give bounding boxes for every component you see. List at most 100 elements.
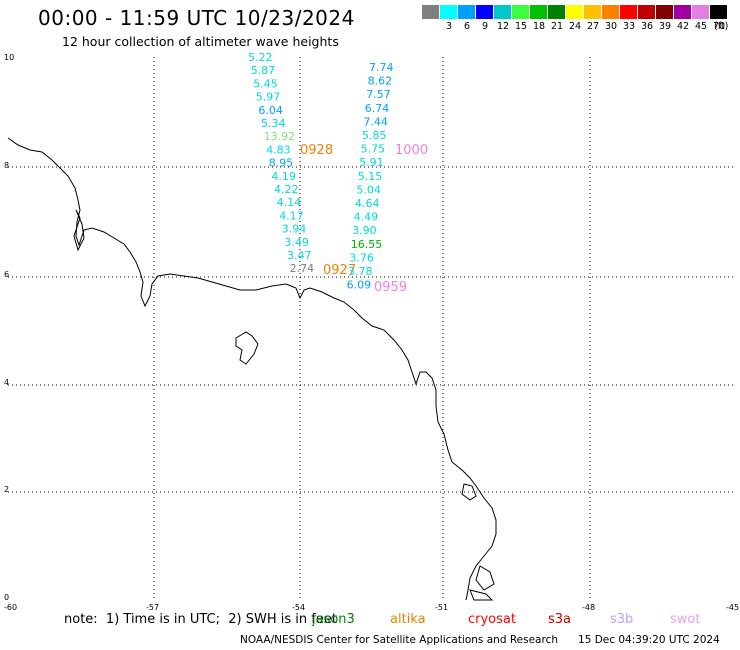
scale-swatch <box>530 5 547 19</box>
scale-swatch <box>656 5 673 19</box>
wave-height-color-scale: (ft) 3 6 9 12 15 18 21 24 27 30 33 36 39 42 45 70 <box>422 5 728 35</box>
x-tick-label: -54 <box>292 603 305 612</box>
scale-swatch <box>548 5 565 19</box>
wave-height-value: 5.04 <box>356 183 381 196</box>
pass-time-label: 0959 <box>374 280 407 295</box>
y-tick-label: 6 <box>4 270 9 279</box>
scale-swatch <box>584 5 601 19</box>
wave-height-value: 3.47 <box>287 249 312 262</box>
scale-swatch-label: 9 <box>481 21 489 32</box>
wave-height-value: 2.74 <box>290 262 315 275</box>
scale-swatch-label: 30 <box>604 21 618 32</box>
wave-height-value: 6.04 <box>258 104 283 117</box>
scale-swatch <box>602 5 619 19</box>
scale-swatch-label: 45 <box>694 21 708 32</box>
wave-height-track-east: 7.748.627.576.747.445.855.755.915.155.04… <box>347 61 394 292</box>
wave-height-value: 8.95 <box>269 157 294 170</box>
wave-height-value: 5.87 <box>251 64 276 77</box>
y-tick-label: 2 <box>4 485 9 494</box>
wave-height-value: 16.55 <box>351 238 383 251</box>
wave-height-value: 5.22 <box>248 51 273 64</box>
scale-swatch-label: 36 <box>640 21 654 32</box>
wave-height-value: 5.45 <box>253 77 278 90</box>
x-tick-label: -51 <box>435 603 448 612</box>
scale-swatch <box>620 5 637 19</box>
wave-height-value: 8.62 <box>368 75 393 88</box>
scale-swatch-label: 24 <box>568 21 582 32</box>
legend-satellite: jason3 <box>312 612 355 627</box>
latitude-ticks: 0 2 4 6 8 10 <box>4 53 14 602</box>
wave-height-value: 4.83 <box>266 143 291 156</box>
wave-height-value: 6.74 <box>365 102 390 115</box>
wave-height-value: 7.44 <box>363 115 388 128</box>
scale-swatch-label: 3 <box>445 21 453 32</box>
scale-swatch <box>458 5 475 19</box>
scale-swatch <box>440 5 457 19</box>
legend-satellite: altika <box>390 612 426 627</box>
wave-height-track-west: 5.225.875.455.976.045.3413.924.838.954.1… <box>248 51 314 275</box>
wave-height-value: 5.15 <box>358 170 383 183</box>
wave-height-value: 3.90 <box>352 224 377 237</box>
scale-swatch <box>512 5 529 19</box>
y-tick-label: 4 <box>4 378 9 387</box>
scale-swatch <box>674 5 691 19</box>
scale-swatch <box>476 5 493 19</box>
map-subtitle: 12 hour collection of altimeter wave hei… <box>62 34 339 49</box>
legend-satellite: s3b <box>610 612 634 627</box>
scale-unit-label: (ft) <box>714 21 729 32</box>
wave-height-value: 3.49 <box>284 236 309 249</box>
y-tick-label: 0 <box>4 593 9 602</box>
x-tick-label: -60 <box>4 603 17 612</box>
scale-swatch-label: 12 <box>496 21 510 32</box>
scale-swatch-label: 18 <box>532 21 546 32</box>
scale-swatch-label: 70 <box>712 21 726 32</box>
longitude-ticks: -60 -57 -54 -51 -48 -45 <box>4 603 739 612</box>
coastline-delta <box>461 483 495 601</box>
x-tick-label: -48 <box>582 603 595 612</box>
scale-swatch-label: 21 <box>550 21 564 32</box>
pass-time-label: 0927 <box>323 263 356 278</box>
x-tick-label: -45 <box>726 603 739 612</box>
wave-height-value: 6.09 <box>347 279 372 292</box>
scale-swatch <box>422 5 439 19</box>
wave-height-value: 7.74 <box>369 61 394 74</box>
y-tick-label: 8 <box>4 161 9 170</box>
legend-satellite: cryosat <box>468 612 516 627</box>
wave-height-value: 5.34 <box>261 117 286 130</box>
scale-swatch <box>638 5 655 19</box>
wave-height-value: 5.91 <box>359 156 384 169</box>
wave-height-value: 3.94 <box>282 223 307 236</box>
wave-height-value: 4.49 <box>354 211 379 224</box>
wave-height-value: 4.64 <box>355 197 380 210</box>
scale-swatch <box>692 5 709 19</box>
scale-swatch <box>566 5 583 19</box>
y-tick-label: 10 <box>4 53 14 62</box>
wave-height-value: 5.85 <box>362 129 387 142</box>
wave-height-value: 5.97 <box>256 91 280 104</box>
footer-note: note: 1) Time is in UTC; 2) SWH is in fe… <box>64 612 337 627</box>
scale-swatch <box>710 5 727 19</box>
legend-satellite: s3a <box>548 612 572 627</box>
scale-swatch-label: 39 <box>658 21 672 32</box>
wave-height-value: 3.76 <box>349 251 374 264</box>
legend-satellite: swot <box>670 612 701 627</box>
scale-swatch-label: 42 <box>676 21 690 32</box>
credit-line: NOAA/NESDIS Center for Satellite Applica… <box>240 634 720 646</box>
pass-time-label: 1000 <box>395 143 428 158</box>
wave-height-value: 7.57 <box>366 88 391 101</box>
wave-height-value: 4.22 <box>274 183 299 196</box>
wave-height-value: 4.19 <box>271 170 296 183</box>
lat-lon-grid <box>8 57 736 600</box>
wave-height-value: 4.14 <box>277 196 302 209</box>
scale-swatch-label: 33 <box>622 21 636 32</box>
wave-height-value: 3.78 <box>348 265 373 278</box>
scale-swatch-label: 27 <box>586 21 600 32</box>
wave-height-value: 4.17 <box>279 209 304 222</box>
coastline <box>7 137 497 601</box>
island <box>235 331 259 365</box>
pass-time-label: 0928 <box>300 143 333 158</box>
wave-height-value: 5.75 <box>361 143 386 156</box>
map-title: 00:00 - 11:59 UTC 10/23/2024 <box>38 6 355 30</box>
wave-height-value: 13.92 <box>264 130 296 143</box>
